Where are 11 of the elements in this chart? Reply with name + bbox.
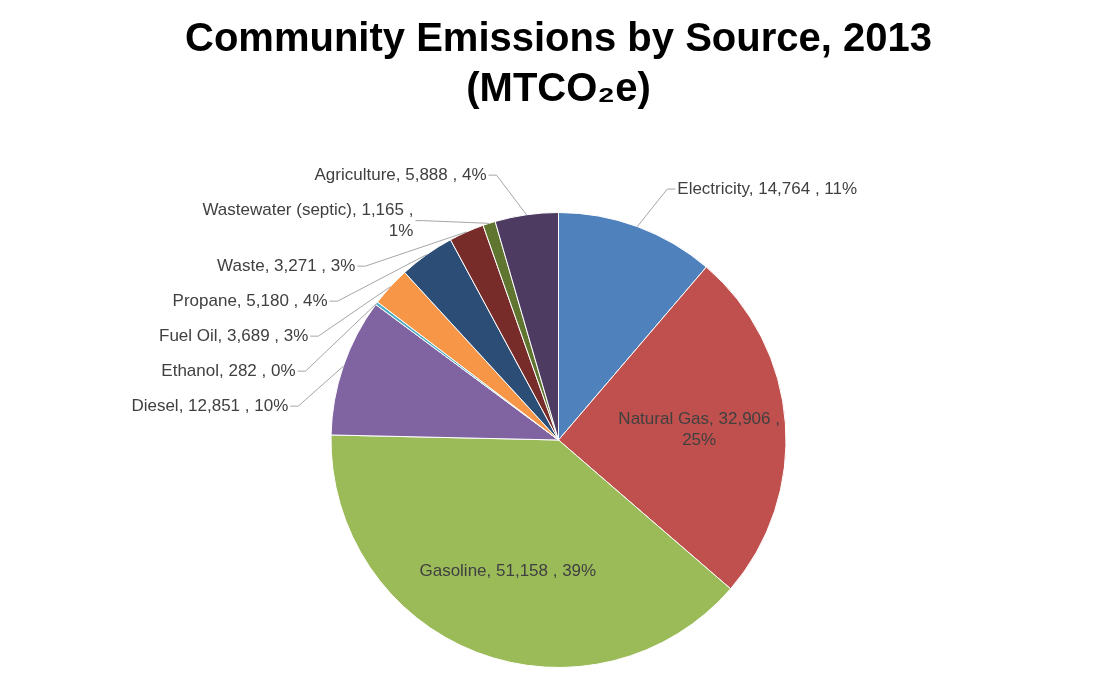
slice-label: Gasoline, 51,158 , 39%: [419, 561, 597, 581]
slice-label: Diesel, 12,851 , 10%: [131, 395, 289, 415]
slice-label: Propane, 5,180 , 4%: [172, 290, 328, 310]
slice-label: Waste, 3,271 , 3%: [217, 255, 356, 275]
slice-label: Agriculture, 5,888 , 4%: [314, 164, 487, 184]
slice-label: Ethanol, 282 , 0%: [161, 360, 296, 380]
slice-label: Electricity, 14,764 , 11%: [677, 178, 858, 198]
slice-label: Wastewater (septic), 1,165 , 1%: [202, 199, 414, 240]
chart-title: Community Emissions by Source, 2013 (MTCO₂e): [184, 14, 933, 111]
slice-label: Fuel Oil, 3,689 , 3%: [159, 325, 309, 345]
slice-label: Natural Gas, 32,906 , 25%: [618, 408, 780, 449]
